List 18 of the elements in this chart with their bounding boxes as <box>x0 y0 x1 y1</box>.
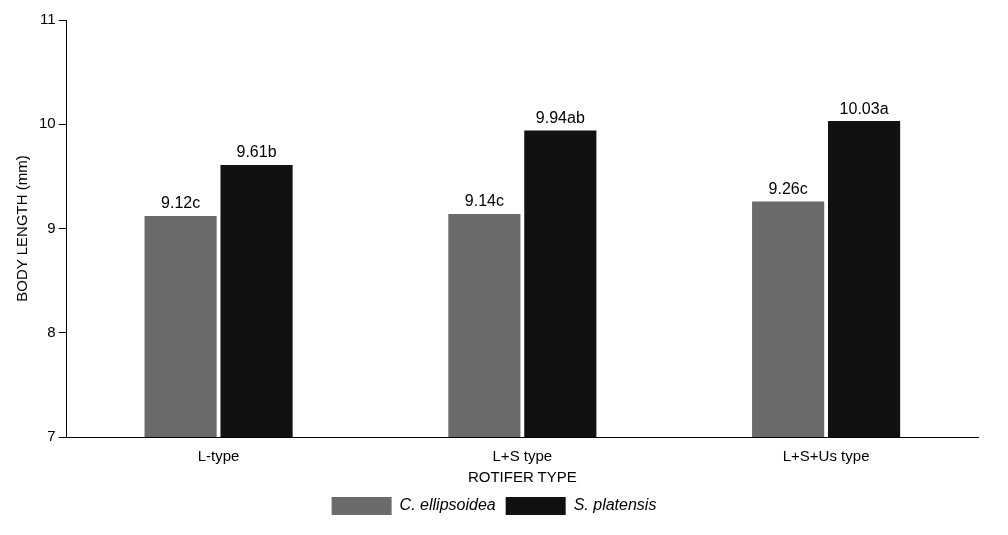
x-tick-label: L+S type <box>492 447 553 465</box>
x-axis-title: ROTIFER TYPE <box>467 468 577 486</box>
y-tick-label: 9 <box>47 218 56 236</box>
y-tick-label: 7 <box>47 427 56 445</box>
y-tick-label: 8 <box>47 322 56 340</box>
legend-label: C. ellipsoidea <box>399 496 496 514</box>
legend-label: S. platensis <box>573 496 657 514</box>
y-axis-title: BODY LENGTH (mm) <box>13 155 31 302</box>
data-label: 9.14c <box>464 192 504 210</box>
data-label: 9.12c <box>161 194 201 212</box>
data-label: 9.61b <box>236 143 277 161</box>
y-tick-label: 11 <box>40 10 56 28</box>
data-label: 10.03a <box>839 99 889 117</box>
x-tick-label: L-type <box>197 447 240 465</box>
data-label: 9.94ab <box>535 108 585 126</box>
y-tick-label: 10 <box>39 114 56 132</box>
x-tick-label: L+S+Us type <box>782 447 870 465</box>
data-label: 9.26c <box>768 179 808 197</box>
